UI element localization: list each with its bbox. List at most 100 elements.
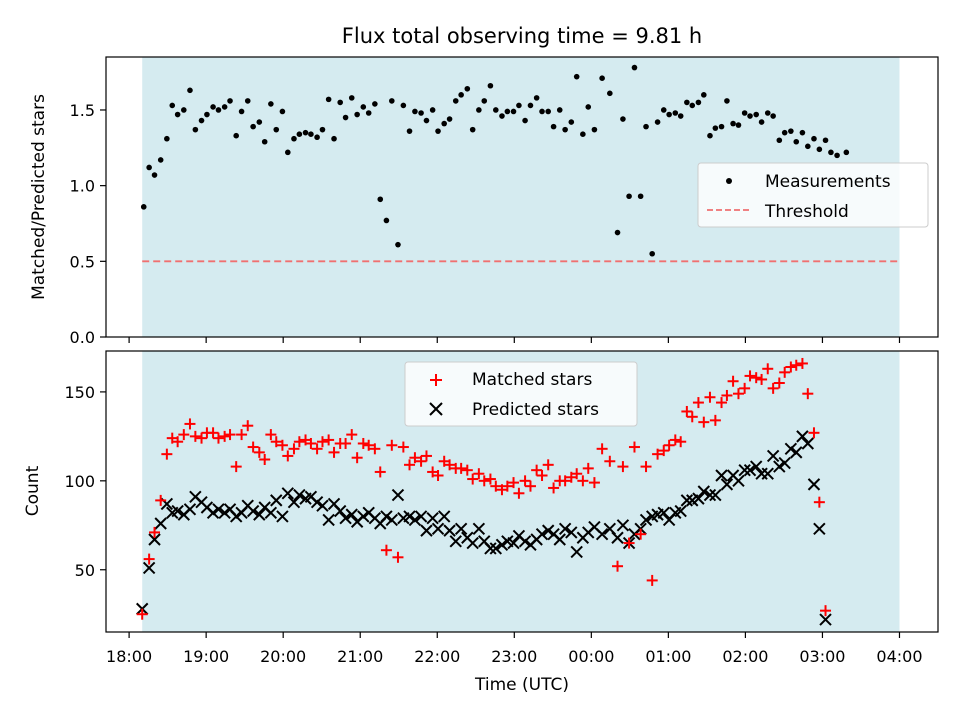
measurement-points (140, 64, 850, 257)
predicted-star-point (807, 478, 821, 491)
measurement-point (423, 117, 430, 124)
matched-star-point (212, 432, 224, 444)
legend-box (404, 361, 638, 427)
measurement-point (712, 125, 719, 131)
measurement-point (741, 110, 748, 116)
y-tick-label: 1.5 (70, 101, 95, 120)
predicted-star-point (738, 463, 751, 477)
predicted-star-point (339, 511, 352, 525)
matched-star-point (323, 434, 335, 446)
plot-frame (105, 350, 939, 633)
measurement-point (441, 120, 447, 127)
predicted-star-point (287, 495, 301, 509)
matched-star-point (351, 452, 363, 464)
predicted-star-point (293, 488, 306, 502)
measurement-point (464, 85, 471, 92)
predicted-star-point (466, 536, 479, 550)
matched-star-point (189, 430, 201, 442)
measurement-point (689, 102, 696, 109)
measurement-point (591, 126, 598, 133)
measurement-point (516, 102, 522, 109)
matched-star-point (640, 461, 652, 473)
measurement-point (337, 99, 343, 106)
matched-star-point (259, 453, 271, 465)
matched-star-point (571, 468, 583, 480)
measurement-point (568, 119, 575, 125)
y-axis-ticks: 50 100 150 (64, 383, 106, 580)
measurement-point (781, 129, 788, 136)
predicted-star-point (535, 527, 549, 541)
y-tick-label: 0.0 (70, 328, 95, 347)
x-tick-label: 23:00 (491, 647, 537, 666)
matched-star-point (721, 389, 733, 401)
y-axis-label: Matched/Predicted stars (29, 94, 49, 300)
x-tick-label: 19:00 (183, 647, 229, 666)
measurement-point (169, 102, 176, 109)
measurement-point (164, 135, 170, 142)
predicted-star-point (720, 478, 734, 491)
predicted-star-point (246, 504, 260, 518)
measurement-point (187, 87, 193, 94)
matched-star-point (363, 439, 375, 451)
matched-star-point (604, 455, 616, 467)
matched-star-point (473, 468, 485, 480)
matched-star-point (230, 461, 242, 473)
matched-star-point (652, 448, 664, 460)
measurement-point (643, 123, 649, 130)
x-axis-label: Time (UTC) (474, 675, 569, 695)
measurement-point (302, 129, 309, 136)
legend: Measurements Threshold (697, 162, 929, 228)
predicted-star-point (657, 506, 670, 520)
predicted-star-point (322, 513, 335, 527)
matched-star-point (536, 469, 548, 481)
measurement-point (418, 110, 424, 116)
measurement-point (522, 117, 528, 124)
y-tick-label: 0.5 (70, 252, 95, 271)
matched-star-point (409, 452, 421, 464)
y-tick-label: 1.0 (70, 177, 95, 196)
predicted-star-point (206, 506, 220, 520)
measurement-point (412, 108, 418, 115)
measurement-point (452, 98, 459, 104)
matched-star-point (484, 473, 496, 485)
predicted-star-point (595, 527, 609, 541)
measurement-point (677, 113, 684, 119)
matched-star-point (265, 429, 277, 441)
predicted-star-point (611, 531, 624, 544)
matched-star-point (813, 496, 825, 508)
predicted-star-point (154, 517, 167, 530)
matched-star-point (305, 437, 317, 449)
predicted-star-point (142, 561, 156, 575)
y-axis-label: Count (23, 465, 43, 516)
predicted-star-point (715, 469, 728, 482)
matched-star-point (161, 448, 173, 460)
y-axis-ticks: 0.0 0.5 1.0 1.5 (70, 101, 106, 347)
measurement-point (458, 92, 464, 98)
legend: Matched stars Predicted stars (404, 361, 638, 427)
measurement-point (429, 107, 436, 113)
predicted-star-point (391, 488, 405, 502)
x-tick-label: 02:00 (722, 647, 768, 666)
matched-star-point (623, 537, 635, 549)
matched-star-point (796, 357, 808, 369)
measurement-point (204, 111, 210, 118)
measurement-point (146, 164, 152, 171)
matched-star-point (346, 429, 358, 441)
predicted-star-point (743, 463, 757, 477)
predicted-star-point (518, 535, 532, 548)
matched-star-point (444, 459, 456, 471)
measurement-point (607, 90, 613, 97)
legend-marker-measurements (726, 178, 732, 184)
predicted-star-point (489, 542, 503, 555)
matched-star-point (404, 459, 416, 471)
measurement-point (279, 108, 286, 115)
measurement-point (799, 129, 806, 136)
matched-star-point (392, 551, 404, 563)
predicted-star-point (316, 499, 329, 512)
measurement-point (469, 126, 476, 133)
predicted-star-point (276, 510, 289, 523)
predicted-star-point (183, 503, 197, 516)
matched-star-point (773, 377, 785, 389)
measurement-point (296, 131, 303, 137)
predicted-star-point (507, 536, 520, 550)
